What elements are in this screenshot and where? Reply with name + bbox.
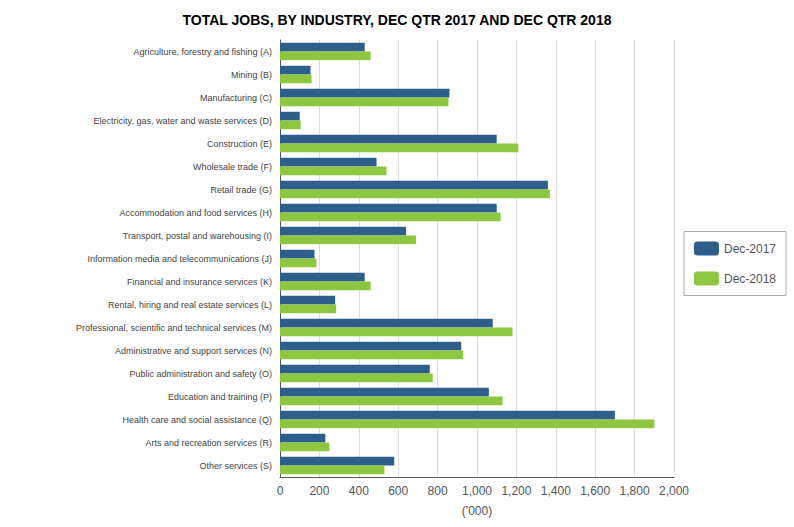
svg-text:600: 600	[388, 484, 408, 498]
svg-text:400: 400	[349, 484, 369, 498]
svg-text:Retail trade (G): Retail trade (G)	[210, 185, 272, 195]
svg-text:Construction (E): Construction (E)	[207, 139, 272, 149]
svg-text:TOTAL JOBS, BY INDUSTRY, DEC Q: TOTAL JOBS, BY INDUSTRY, DEC QTR 2017 AN…	[183, 12, 612, 28]
svg-text:1,000: 1,000	[462, 484, 492, 498]
svg-text:2,000: 2,000	[659, 484, 689, 498]
svg-text:Education and training (P): Education and training (P)	[168, 392, 272, 402]
svg-text:Arts and recreation services (: Arts and recreation services (R)	[145, 438, 272, 448]
svg-text:Electricity, gas, water and wa: Electricity, gas, water and waste servic…	[94, 116, 272, 126]
svg-text:Mining (B): Mining (B)	[231, 70, 272, 80]
svg-text:('000): ('000)	[462, 504, 492, 518]
svg-text:Dec-2017: Dec-2017	[724, 242, 776, 256]
svg-text:200: 200	[309, 484, 329, 498]
svg-text:Public administration and safe: Public administration and safety (O)	[129, 369, 272, 379]
svg-text:Professional, scientific and t: Professional, scientific and technical s…	[76, 323, 272, 333]
svg-text:0: 0	[277, 484, 284, 498]
svg-text:Dec-2018: Dec-2018	[724, 272, 776, 286]
svg-text:1,800: 1,800	[620, 484, 650, 498]
svg-text:Information media and telecomm: Information media and telecommunications…	[87, 254, 272, 264]
svg-text:Financial and insurance servic: Financial and insurance services (K)	[127, 277, 272, 287]
svg-text:Rental, hiring and real estate: Rental, hiring and real estate services …	[108, 300, 272, 310]
svg-text:Other services (S): Other services (S)	[199, 461, 272, 471]
svg-text:Administrative and support ser: Administrative and support services (N)	[115, 346, 272, 356]
svg-text:1,600: 1,600	[580, 484, 610, 498]
svg-text:1,400: 1,400	[541, 484, 571, 498]
svg-text:800: 800	[428, 484, 448, 498]
svg-text:Accommodation and food service: Accommodation and food services (H)	[119, 208, 272, 218]
svg-text:Wholesale trade (F): Wholesale trade (F)	[193, 162, 272, 172]
svg-text:Manufacturing (C): Manufacturing (C)	[200, 93, 272, 103]
svg-text:1,200: 1,200	[501, 484, 531, 498]
svg-text:Transport, postal and warehous: Transport, postal and warehousing (I)	[123, 231, 272, 241]
svg-text:Health care and social assista: Health care and social assistance (Q)	[122, 415, 272, 425]
svg-text:Agriculture, forestry and fish: Agriculture, forestry and fishing (A)	[133, 47, 272, 57]
